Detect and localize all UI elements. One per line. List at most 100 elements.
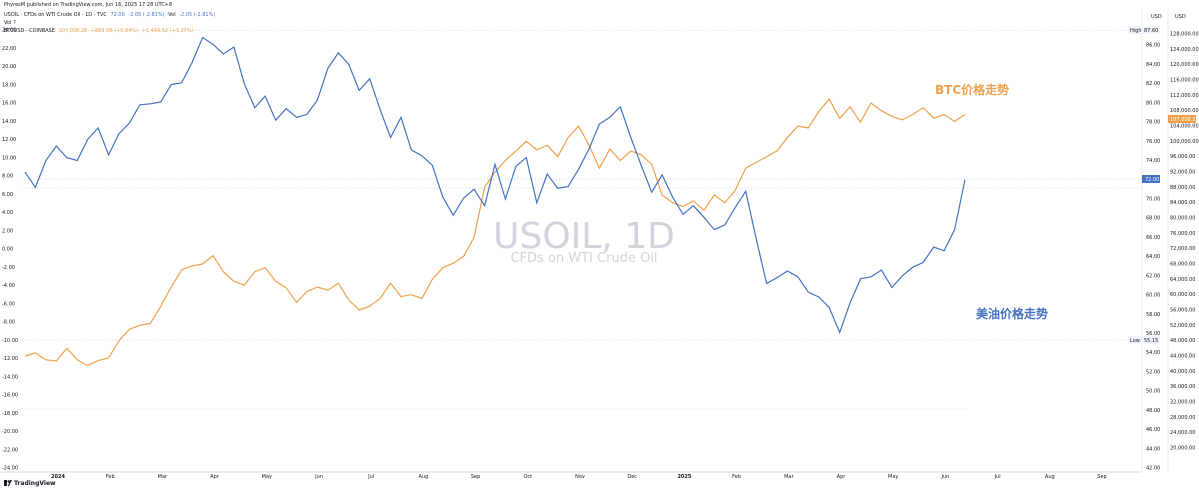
btc-axis-tick: 92,000.00 xyxy=(1170,170,1195,176)
high-badge: High 87.60 xyxy=(1128,26,1160,34)
left-axis-tick: 10.00 xyxy=(2,155,16,161)
btc-axis-tick: 80,000.00 xyxy=(1170,216,1195,222)
time-axis-label: Dec xyxy=(627,474,637,480)
btc-axis-tick: 20,000.00 xyxy=(1170,446,1195,452)
btc-annotation: BTC价格走势 xyxy=(935,82,1009,97)
left-axis-tick: 18.00 xyxy=(2,82,16,88)
btc-axis-tick: 24,000.00 xyxy=(1170,430,1195,436)
oil-axis-tick: 74.00 xyxy=(1146,158,1160,164)
btc-legend[interactable]: BTCUSD · COINBASE 107,008.28 +889.58 (+0… xyxy=(4,28,196,35)
time-axis-label: Feb xyxy=(732,474,741,480)
oil-axis-tick: 56.00 xyxy=(1146,331,1160,337)
oil-axis-tick: 64.00 xyxy=(1146,254,1160,260)
oil-axis-tick: 48.00 xyxy=(1146,408,1160,414)
time-axis-label: Mar xyxy=(784,474,794,480)
left-axis-tick: 4.00 xyxy=(2,210,13,216)
tradingview-logo[interactable]: TradingView xyxy=(4,480,56,487)
low-badge: Low 55.15 xyxy=(1128,336,1160,344)
btc-axis-tick: 76,000.00 xyxy=(1170,231,1195,237)
oil-currency-label: USD xyxy=(1151,14,1162,20)
left-axis-tick: -6.00 xyxy=(2,301,15,307)
oil-axis-tick: 42.00 xyxy=(1146,466,1160,472)
time-axis-label: Aug xyxy=(1045,474,1055,480)
btc-axis-tick: 44,000.00 xyxy=(1170,354,1195,360)
time-axis-label: Feb xyxy=(106,474,115,480)
btc-axis-tick: 128,000.00 xyxy=(1170,32,1199,38)
oil-axis-tick: 76.00 xyxy=(1146,139,1160,145)
usoil-legend[interactable]: USOIL · CFDs on WTI Crude Oil · 1D · TVC… xyxy=(4,12,217,19)
time-axis-label: Mar xyxy=(158,474,168,480)
time-axis-label: Jun xyxy=(940,474,949,480)
time-axis-label: Aug xyxy=(419,474,429,480)
watermark-subtitle: CFDs on WTI Crude Oil xyxy=(510,251,657,266)
time-axis: 2024 Feb Mar Apr May Jun Jul Aug Sep Oct Nov Dec 202… xyxy=(51,474,1107,480)
left-axis-tick: 6.00 xyxy=(2,192,13,198)
left-axis-tick: -14.00 xyxy=(2,374,18,380)
time-axis-label: Sep xyxy=(471,474,480,480)
usoil-change: -2.05 (-2.81%) xyxy=(128,12,165,18)
oil-axis-tick: 86.00 xyxy=(1146,43,1160,49)
btc-price: 107,008.28 xyxy=(58,28,88,34)
time-axis-label: Oct xyxy=(523,474,532,480)
btc-axis-tick: 96,000.00 xyxy=(1170,154,1195,160)
btc-last-value: 107,008.28 xyxy=(1170,117,1199,123)
left-axis-tick: 22.00 xyxy=(2,46,16,52)
left-axis-tick: -20.00 xyxy=(2,429,18,435)
oil-axis-tick: 52.00 xyxy=(1146,369,1160,375)
left-axis-tick: 8.00 xyxy=(2,174,13,180)
btc-axis-tick: 40,000.00 xyxy=(1170,369,1195,375)
oil-axis-tick: 84.00 xyxy=(1146,62,1160,68)
watermark: USOIL, 1D CFDs on WTI Crude Oil xyxy=(493,216,675,266)
oil-axis-tick: 82.00 xyxy=(1146,81,1160,87)
btc-axis-tick: 32,000.00 xyxy=(1170,400,1195,406)
btc-axis-tick: 84,000.00 xyxy=(1170,200,1195,206)
btc-axis-tick: 100,000.00 xyxy=(1170,139,1199,145)
left-axis-tick: -4.00 xyxy=(2,283,15,289)
btc-axis-tick: 52,000.00 xyxy=(1170,323,1195,329)
oil-axis-tick: 44.00 xyxy=(1146,446,1160,452)
usoil-price: 72.00 xyxy=(110,12,125,18)
left-axis-tick: 24.00 xyxy=(2,28,16,34)
time-axis-label: Jul xyxy=(367,474,374,480)
oil-axis-tick: 70.00 xyxy=(1146,196,1160,202)
oil-price-axis: 86.00 84.00 82.00 80.00 78.00 76.00 74.00 72.00… xyxy=(1146,43,1160,472)
btc-axis-tick: 64,000.00 xyxy=(1170,277,1195,283)
oil-axis-tick: 68.00 xyxy=(1146,216,1160,222)
btc-axis-tick: 68,000.00 xyxy=(1170,262,1195,268)
btc-axis-tick: 60,000.00 xyxy=(1170,292,1195,298)
btc-symbol: BTCUSD · COINBASE xyxy=(4,28,55,34)
btc-axis-tick: 36,000.00 xyxy=(1170,384,1195,390)
oil-axis-tick: 46.00 xyxy=(1146,427,1160,433)
usoil-vol-value: -2.05 (-2.81%) xyxy=(179,12,216,18)
btc-series-line xyxy=(24,98,966,367)
tradingview-logo-icon xyxy=(4,480,12,486)
oil-axis-tick: 58.00 xyxy=(1146,312,1160,318)
left-axis-tick: -8.00 xyxy=(2,320,15,326)
oil-axis-tick: 60.00 xyxy=(1146,293,1160,299)
left-axis-tick: 0.00 xyxy=(2,247,13,253)
oil-series-line xyxy=(24,36,966,335)
time-axis-label: 2025 xyxy=(677,474,691,480)
btc-axis-tick: 56,000.00 xyxy=(1170,308,1195,314)
time-axis-label: Jun xyxy=(314,474,323,480)
btc-axis-tick: 72,000.00 xyxy=(1170,246,1195,252)
oil-axis-tick: 80.00 xyxy=(1146,100,1160,106)
oil-axis-tick: 54.00 xyxy=(1146,350,1160,356)
left-axis-tick: 2.00 xyxy=(2,228,13,234)
oil-last-value: 72.00 xyxy=(1145,177,1159,183)
tradingview-brand: TradingView xyxy=(14,480,56,487)
time-axis-label: May xyxy=(262,474,272,480)
usoil-vol-row: Vol ? xyxy=(4,20,16,26)
btc-axis-tick: 124,000.00 xyxy=(1170,47,1199,53)
btc-axis-tick: 28,000.00 xyxy=(1170,415,1195,421)
btc-axis-tick: 88,000.00 xyxy=(1170,185,1195,191)
btc-last-badge: 107,008.28 xyxy=(1168,115,1199,123)
btc-axis-tick: 108,000.00 xyxy=(1170,108,1199,114)
time-axis-label: Jul xyxy=(994,474,1001,480)
time-axis-label: 2024 xyxy=(51,474,65,480)
low-label: Low xyxy=(1130,338,1140,344)
left-axis-tick: 12.00 xyxy=(2,137,16,143)
high-value: 87.60 xyxy=(1144,28,1158,34)
left-axis-tick: -16.00 xyxy=(2,393,18,399)
